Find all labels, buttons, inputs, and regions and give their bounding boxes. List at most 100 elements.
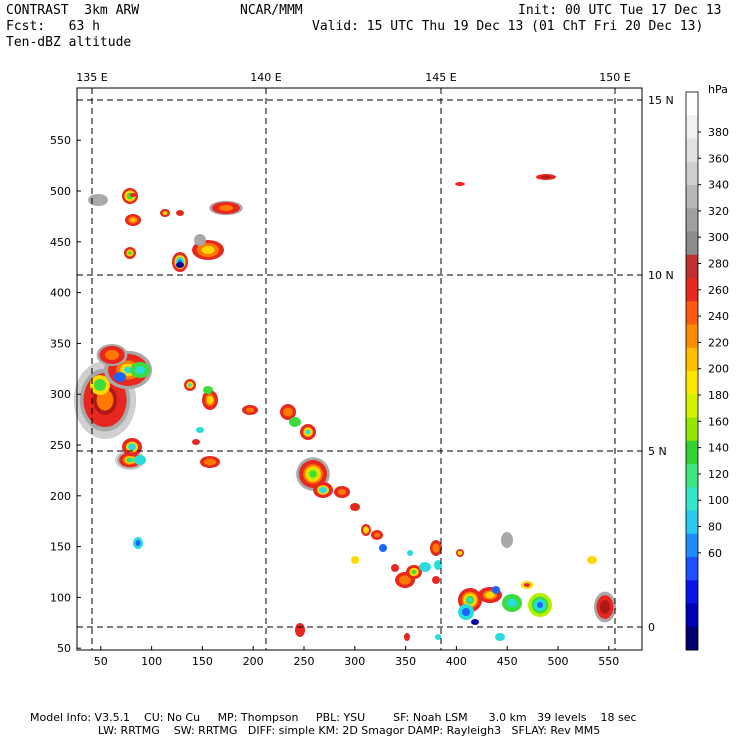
echo-layer bbox=[537, 602, 543, 608]
echo-layer bbox=[379, 544, 387, 552]
echo-cell bbox=[471, 619, 479, 625]
echo-cell bbox=[300, 424, 316, 440]
echo-cell bbox=[176, 262, 184, 268]
echo-layer bbox=[374, 532, 380, 538]
colorbar-swatch bbox=[686, 603, 698, 628]
echo-cell bbox=[456, 549, 464, 557]
echo-layer bbox=[457, 550, 463, 556]
colorbar-swatch bbox=[686, 161, 698, 186]
echo-layer bbox=[130, 218, 136, 222]
tick-labels: 50 100 150 200 250 300 350 400 450 500 550 50 100 150… bbox=[50, 71, 674, 668]
echo-cell bbox=[371, 530, 383, 540]
echo-layer bbox=[434, 560, 442, 570]
colorbar-swatch bbox=[686, 417, 698, 442]
echo-cell bbox=[419, 562, 431, 572]
echo-cell bbox=[501, 532, 513, 548]
echo-cell bbox=[130, 362, 150, 378]
echo-layer bbox=[419, 562, 431, 572]
echo-layer bbox=[114, 372, 126, 382]
echo-layer bbox=[319, 486, 327, 494]
x-tick-label: 500 bbox=[548, 655, 569, 668]
echo-layer bbox=[176, 210, 184, 216]
y-tick-label: 450 bbox=[50, 236, 71, 249]
x-tick-label: 350 bbox=[395, 655, 416, 668]
y-tick-label: 300 bbox=[50, 388, 71, 401]
echo-layer bbox=[134, 455, 146, 465]
x-tick-label: 50 bbox=[94, 655, 108, 668]
echo-layer bbox=[541, 175, 551, 179]
echo-layer bbox=[404, 633, 410, 641]
echo-cell bbox=[202, 390, 218, 410]
echo-layer bbox=[305, 429, 311, 435]
echo-layer bbox=[203, 386, 213, 394]
echo-cell bbox=[379, 544, 387, 552]
colorbar-label: 300 bbox=[708, 231, 729, 244]
echo-layer bbox=[432, 543, 440, 553]
lon-label: 140 E bbox=[250, 71, 281, 84]
x-tick-label: 150 bbox=[192, 655, 213, 668]
echo-cell bbox=[114, 372, 126, 382]
colorbar-swatch bbox=[686, 394, 698, 418]
echo-layer bbox=[105, 350, 119, 360]
echo-cell bbox=[134, 455, 146, 465]
echo-cell bbox=[242, 405, 258, 415]
y-tick-label: 200 bbox=[50, 490, 71, 503]
x-tick-label: 250 bbox=[294, 655, 315, 668]
colorbar-swatch bbox=[686, 208, 698, 232]
map-frame bbox=[76, 87, 643, 651]
x-tick-label: 400 bbox=[446, 655, 467, 668]
echo-layer bbox=[283, 407, 293, 417]
colorbar-units: hPa bbox=[708, 83, 728, 96]
echo-cell bbox=[587, 556, 597, 564]
colorbar-border bbox=[685, 91, 699, 651]
echo-cell bbox=[313, 482, 333, 498]
echo-cell bbox=[351, 556, 359, 564]
echo-layer bbox=[407, 550, 413, 556]
echo-layer bbox=[130, 193, 136, 197]
echo-layer bbox=[192, 439, 200, 445]
echo-cell bbox=[455, 182, 465, 186]
colorbar-swatch bbox=[686, 626, 698, 651]
echo-cell bbox=[200, 456, 220, 468]
colorbar-swatch bbox=[686, 92, 698, 116]
colorbar-swatch bbox=[686, 557, 698, 581]
echo-cell bbox=[125, 214, 141, 226]
echo-layer bbox=[350, 503, 360, 511]
echo-layer bbox=[162, 211, 168, 215]
echo-cell bbox=[203, 386, 213, 394]
echo-layer bbox=[246, 407, 254, 413]
x-tick-label: 100 bbox=[141, 655, 162, 668]
echo-cell bbox=[350, 503, 360, 511]
y-tick-label: 250 bbox=[50, 439, 71, 452]
lat-label: 0 bbox=[648, 621, 655, 634]
echo-cell bbox=[492, 586, 500, 594]
echo-layer bbox=[176, 262, 184, 268]
colorbar-swatch bbox=[686, 278, 698, 302]
echo-cell bbox=[430, 540, 442, 556]
echo-cell bbox=[90, 375, 110, 395]
echo-layer bbox=[94, 379, 106, 391]
colorbar: hPa 380 360 340 320 300 280 260 240 220 200 180 160 1… bbox=[685, 83, 729, 651]
colorbar-label: 80 bbox=[708, 521, 722, 534]
echo-cell bbox=[124, 247, 136, 259]
colorbar-label: 120 bbox=[708, 468, 729, 481]
colorbar-label: 220 bbox=[708, 336, 729, 349]
colorbar-swatch bbox=[686, 510, 698, 535]
echo-layer bbox=[128, 443, 136, 451]
y-tick-label: 150 bbox=[50, 541, 71, 554]
echo-layer bbox=[135, 540, 141, 546]
colorbar-swatch bbox=[686, 464, 698, 488]
echo-cell bbox=[194, 234, 206, 246]
echo-layer bbox=[128, 251, 132, 255]
echo-cell bbox=[528, 593, 552, 617]
echo-layer bbox=[587, 556, 597, 564]
echo-cell bbox=[458, 604, 474, 620]
echo-layer bbox=[524, 583, 530, 587]
echo-layer bbox=[455, 182, 465, 186]
echo-layer bbox=[391, 564, 399, 572]
echo-layer bbox=[194, 234, 206, 246]
valid-time: Valid: 15 UTC Thu 19 Dec 13 (01 ChT Fri … bbox=[312, 19, 704, 34]
echo-layer bbox=[289, 417, 301, 427]
colorbar-label: 360 bbox=[708, 152, 729, 165]
echo-cell bbox=[502, 594, 522, 612]
